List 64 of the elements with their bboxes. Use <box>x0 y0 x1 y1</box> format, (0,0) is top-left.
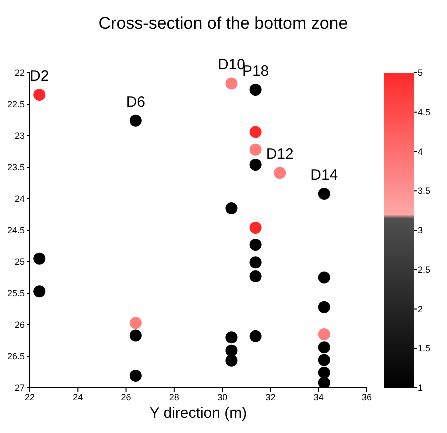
point <box>318 272 330 284</box>
point <box>318 376 330 388</box>
color-bar-label: 2 <box>418 304 424 314</box>
point <box>250 270 262 282</box>
y-tick-label: 24 <box>14 194 25 204</box>
annotation: D12 <box>266 146 294 164</box>
point <box>250 158 262 171</box>
point <box>250 256 262 269</box>
y-tick-label: 23.5 <box>7 162 25 173</box>
y-tick-label: 22 <box>14 68 25 78</box>
point <box>250 330 262 342</box>
point <box>318 354 330 366</box>
color-bar-label: 3.5 <box>418 186 431 196</box>
x-tick-label: 24 <box>73 392 84 402</box>
point <box>226 202 238 214</box>
chart-title: Cross-section of the bottom zone <box>98 14 350 34</box>
annotation: D14 <box>310 166 338 184</box>
annotation: D6 <box>126 94 146 111</box>
point <box>130 114 142 127</box>
point <box>274 167 286 180</box>
point <box>226 344 238 357</box>
point <box>318 342 330 354</box>
color-bar-label: 3 <box>418 226 424 236</box>
x-tick-label: 32 <box>266 392 276 402</box>
x-axis-title: Y direction (m) <box>148 405 248 423</box>
y-tick-label: 27 <box>14 383 25 394</box>
point <box>34 286 46 298</box>
x-tick-label: 36 <box>362 392 372 402</box>
point <box>226 78 238 90</box>
point <box>250 238 262 251</box>
y-tick-label: 22.5 <box>7 100 25 110</box>
x-tick-label: 26 <box>121 392 132 402</box>
color-bar-label: 1 <box>418 383 424 393</box>
color-bar-label: 2.5 <box>418 264 431 275</box>
point <box>34 89 46 102</box>
x-tick-label: 34 <box>314 392 324 402</box>
x-tick-label: 30 <box>218 392 228 402</box>
color-bar-label: 1.5 <box>418 344 431 354</box>
y-tick-label: 26.5 <box>7 352 25 362</box>
point <box>318 301 330 314</box>
point <box>318 328 330 340</box>
point <box>318 188 330 200</box>
y-tick-label: 25.5 <box>7 288 25 299</box>
point <box>250 126 262 138</box>
color-bar-label: 4.5 <box>418 107 431 118</box>
y-tick-label: 23 <box>14 131 25 142</box>
point <box>130 330 142 342</box>
x-tick-label: 28 <box>169 392 180 402</box>
point <box>318 366 330 379</box>
point <box>250 222 262 234</box>
y-tick-label: 26 <box>14 320 25 330</box>
x-tick-label: 22 <box>24 392 36 402</box>
point <box>130 370 142 382</box>
color-bar-label: 4 <box>418 146 424 157</box>
point <box>226 332 238 344</box>
point <box>250 144 262 156</box>
y-tick-label: 24.5 <box>7 226 25 236</box>
point <box>34 252 46 265</box>
color-bar-label: 5 <box>418 68 424 78</box>
point <box>130 317 142 330</box>
y-tick-label: 25 <box>14 257 25 268</box>
point <box>226 354 238 367</box>
point <box>250 84 262 96</box>
annotation: D2 <box>30 68 50 86</box>
